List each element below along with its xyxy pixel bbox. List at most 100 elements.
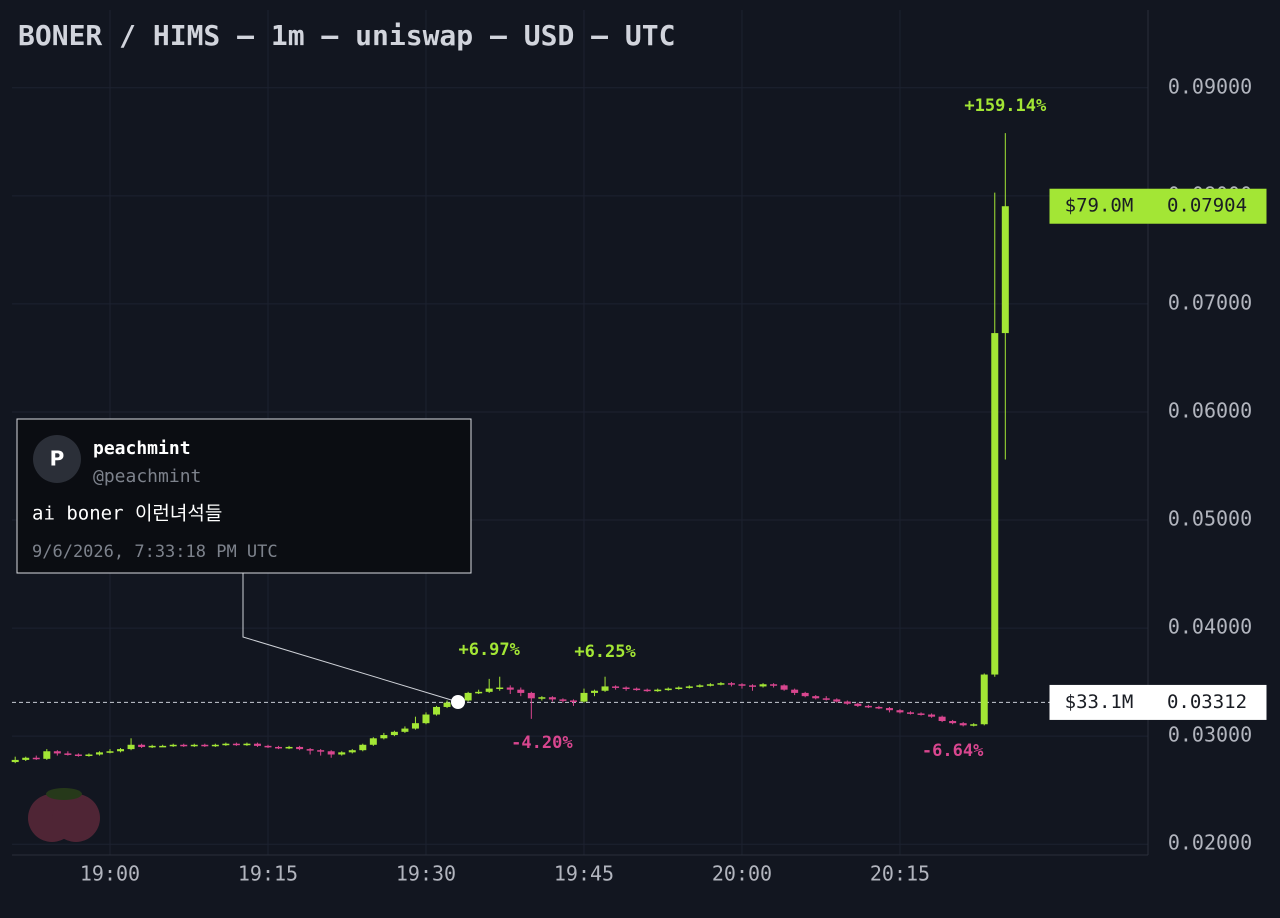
- candle-body: [601, 686, 609, 691]
- candle-body: [11, 759, 19, 763]
- price-label-box: [1148, 188, 1267, 224]
- candle-body: [759, 684, 767, 687]
- candle-body: [980, 674, 988, 725]
- change-annotation: +6.97%: [458, 640, 520, 660]
- candle-body: [907, 712, 915, 714]
- candle-body: [190, 744, 198, 747]
- x-tick-label: 19:00: [80, 862, 140, 886]
- candle-body: [548, 697, 556, 700]
- candle-body: [380, 735, 388, 739]
- candle-body: [317, 750, 325, 752]
- candle-body: [928, 714, 936, 717]
- candle-body: [801, 692, 809, 697]
- candle-body: [106, 751, 114, 753]
- watermark-logo: [28, 788, 100, 842]
- candle-body: [159, 745, 167, 748]
- candle-body: [496, 687, 504, 690]
- y-tick-label: 0.02000: [1168, 831, 1252, 855]
- candle-body: [43, 751, 51, 759]
- candle-body: [843, 701, 851, 704]
- candle-body: [527, 692, 535, 699]
- candle-body: [717, 683, 725, 685]
- candle-body: [706, 684, 714, 686]
- x-tick-label: 19:30: [396, 862, 456, 886]
- x-tick-label: 20:15: [870, 862, 930, 886]
- y-tick-label: 0.06000: [1168, 398, 1252, 422]
- y-tick-label: 0.07000: [1168, 290, 1252, 314]
- tweet-text: ai boner 이런녀석들: [32, 503, 222, 525]
- candle-body: [327, 751, 335, 755]
- candle-body: [201, 744, 209, 747]
- mcap-label: $33.1M: [1065, 691, 1134, 713]
- candle-body: [559, 699, 567, 701]
- candle-body: [654, 689, 662, 692]
- candle-body: [359, 744, 367, 751]
- candle-body: [169, 744, 177, 747]
- tweet-handle: @peachmint: [93, 466, 201, 487]
- candle-body: [675, 687, 683, 690]
- change-annotation: +6.25%: [574, 642, 636, 662]
- candle-body: [1001, 206, 1009, 334]
- candle-body: [749, 685, 757, 687]
- candle-body: [475, 691, 483, 694]
- candle-body: [275, 746, 283, 749]
- candle-body: [443, 702, 451, 707]
- tweet-marker[interactable]: [451, 695, 465, 709]
- candle-body: [401, 728, 409, 732]
- candle-body: [411, 723, 419, 729]
- candle-body: [517, 689, 525, 693]
- candle-body: [696, 685, 704, 687]
- y-tick-label: 0.04000: [1168, 615, 1252, 639]
- candle-body: [833, 699, 841, 702]
- candle-body: [591, 690, 599, 693]
- x-tick-label: 20:00: [712, 862, 772, 886]
- change-annotation: +159.14%: [964, 96, 1047, 116]
- candle-body: [338, 752, 346, 755]
- candle-body: [580, 692, 588, 702]
- candle-body: [685, 686, 693, 688]
- candle-body: [127, 744, 135, 750]
- candle-body: [991, 333, 999, 675]
- candle-body: [53, 751, 61, 754]
- candle-body: [664, 688, 672, 691]
- avatar: [33, 435, 81, 483]
- tweet-connector: [242, 573, 459, 703]
- change-annotation: -6.64%: [922, 741, 984, 761]
- tweet-time: 9/6/2026, 7:33:18 PM UTC: [32, 542, 278, 562]
- candle-body: [390, 731, 398, 736]
- candle-body: [74, 754, 82, 757]
- candle-body: [222, 743, 230, 746]
- tweet-name: peachmint: [93, 438, 191, 459]
- candle-body: [612, 686, 620, 688]
- candle-body: [138, 744, 146, 747]
- candle-body: [433, 706, 441, 715]
- candle-body: [348, 750, 356, 753]
- chart-title: BONER / HIMS — 1m — uniswap — USD — UTC: [18, 19, 675, 52]
- candle-body: [727, 683, 735, 685]
- mcap-label-box: [1049, 684, 1149, 720]
- candle-body: [506, 687, 514, 690]
- candle-body: [949, 721, 957, 724]
- candle-body: [633, 688, 641, 691]
- candle-body: [211, 744, 219, 747]
- candle-body: [296, 746, 304, 750]
- candle-body: [917, 713, 925, 715]
- candle-body: [64, 753, 72, 755]
- mcap-label-box: [1049, 188, 1149, 224]
- x-tick-label: 19:45: [554, 862, 614, 886]
- candle-body: [896, 710, 904, 713]
- tweet-box: [16, 418, 472, 574]
- candle-body: [264, 745, 272, 748]
- tweet-card[interactable]: P peachmint @peachmint ai boner 이런녀석들 9/…: [16, 418, 472, 574]
- candle-body: [780, 685, 788, 690]
- candle-body: [285, 746, 293, 749]
- candle-body: [85, 754, 93, 757]
- candle-body: [791, 689, 799, 693]
- candle-body: [938, 716, 946, 722]
- candle-body: [770, 684, 778, 686]
- candle-body: [95, 752, 103, 755]
- candle-body: [253, 743, 261, 746]
- candle-body: [180, 744, 188, 747]
